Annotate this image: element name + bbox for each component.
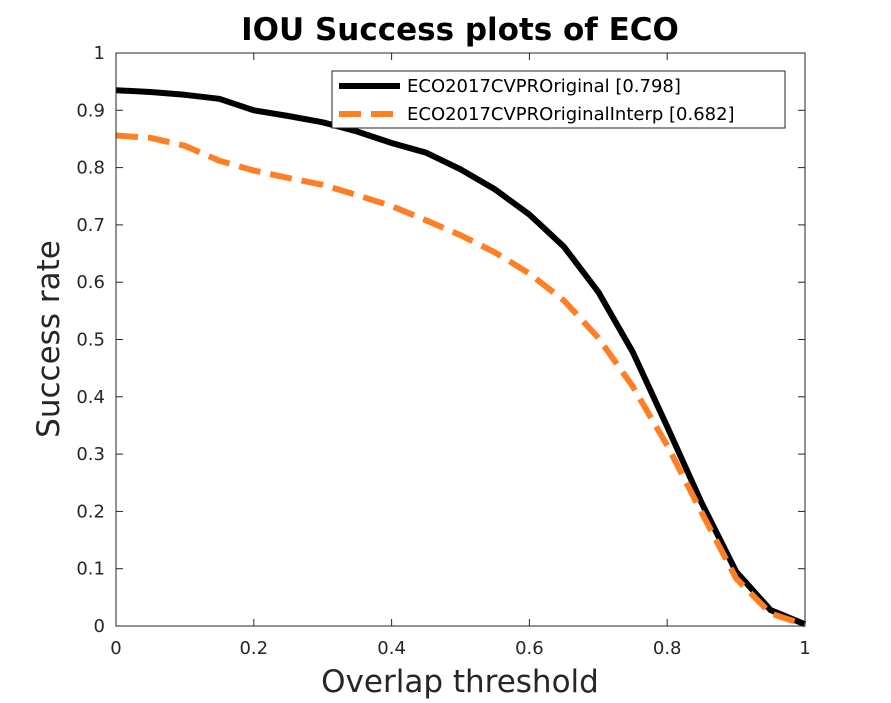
y-tick-label: 0.3 [76,444,105,465]
legend-label-interp: ECO2017CVPROriginalInterp [0.682] [407,104,735,125]
y-tick-label: 0.1 [76,559,105,580]
data-series-layer [115,87,807,628]
x-tick-label: 0 [110,638,121,659]
series-line-interp [115,132,806,628]
y-tick-label: 0 [94,616,105,637]
y-tick-label: 0.4 [76,387,105,408]
tick-marks [115,52,806,627]
x-axis-label: Overlap threshold [321,664,599,700]
y-tick-label: 0.8 [76,158,105,179]
x-tick-label: 0.6 [515,638,544,659]
y-tick-label: 1 [94,43,105,64]
x-tick-label: 0.8 [653,638,682,659]
y-axis-label: Success rate [31,240,67,438]
series-line-original [115,87,807,628]
x-axis-tick-labels: 0 0.2 0.4 0.6 0.8 1 [110,638,810,659]
y-tick-label: 0.6 [76,272,105,293]
legend: ECO2017CVPROriginal [0.798] ECO2017CVPRO… [331,70,786,129]
legend-box [331,70,786,129]
x-tick-label: 0.4 [377,638,406,659]
legend-label-original: ECO2017CVPROriginal [0.798] [407,76,681,97]
x-tick-label: 1 [799,638,810,659]
y-tick-label: 0.9 [76,100,105,121]
y-tick-label: 0.7 [76,215,105,236]
y-tick-label: 0.2 [76,501,105,522]
y-axis-tick-labels: 0 0.1 0.2 0.3 0.4 0.5 0.6 0.7 0.8 0.9 1 [76,43,105,637]
chart-title: IOU Success plots of ECO [241,12,679,48]
y-tick-label: 0.5 [76,330,105,351]
x-tick-label: 0.2 [239,638,268,659]
